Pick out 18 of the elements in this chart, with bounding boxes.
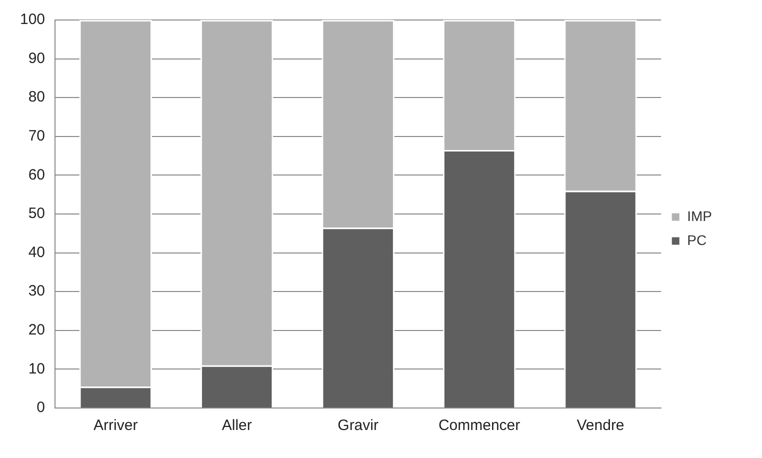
y-tick-label: 20 (28, 322, 46, 339)
y-tick-label: 60 (28, 166, 46, 184)
legend-label: IMP (687, 208, 712, 224)
y-tick-label: 90 (28, 50, 46, 67)
y-tick-label: 0 (36, 399, 46, 416)
legend-label: PC (687, 232, 707, 248)
x-tick-label: Vendre (576, 417, 624, 434)
y-tick-label: 100 (20, 11, 46, 28)
x-tick-label: Arriver (94, 417, 138, 434)
x-tick-label: Commencer (438, 417, 520, 434)
x-tick-label: Gravir (338, 417, 378, 434)
y-tick-label: 40 (28, 244, 46, 261)
y-tick-label: 50 (28, 205, 46, 222)
x-tick-label: Aller (222, 417, 252, 434)
y-tick-label: 30 (28, 282, 46, 300)
y-tick-label: 70 (28, 128, 46, 145)
y-tick-label: 10 (28, 360, 46, 378)
y-tick-label: 80 (28, 88, 46, 106)
